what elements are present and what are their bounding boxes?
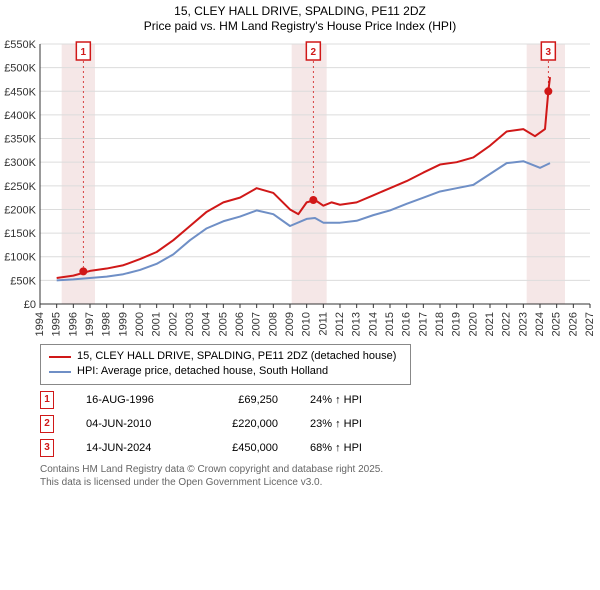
svg-text:£100K: £100K: [4, 252, 36, 264]
svg-text:£200K: £200K: [4, 204, 36, 216]
svg-text:2002: 2002: [167, 312, 179, 336]
license-line-1: Contains HM Land Registry data © Crown c…: [40, 463, 560, 476]
chart-svg: £0 £50K £100K £150K £200K £250K £300K £350K £400…: [0, 36, 600, 338]
svg-text:1995: 1995: [51, 312, 63, 336]
svg-text:1998: 1998: [101, 312, 113, 336]
svg-text:2023: 2023: [517, 312, 529, 336]
chart-title: 15, CLEY HALL DRIVE, SPALDING, PE11 2DZ …: [0, 0, 600, 34]
svg-text:2001: 2001: [151, 312, 163, 336]
transaction-hpi: 68% ↑ HPI: [310, 442, 390, 454]
svg-text:2004: 2004: [201, 312, 213, 336]
svg-text:2015: 2015: [384, 312, 396, 336]
transaction-list: 1 16-AUG-1996 £69,250 24% ↑ HPI 2 04-JUN-2010…: [40, 391, 600, 457]
svg-text:2016: 2016: [401, 312, 413, 336]
svg-text:2: 2: [311, 47, 317, 58]
transaction-hpi: 24% ↑ HPI: [310, 394, 390, 406]
svg-text:2011: 2011: [317, 312, 329, 336]
svg-text:£50K: £50K: [10, 275, 36, 287]
svg-text:£300K: £300K: [4, 157, 36, 169]
svg-text:1994: 1994: [34, 312, 46, 336]
transaction-price: £220,000: [208, 418, 278, 430]
transaction-date: 16-AUG-1996: [86, 394, 176, 406]
svg-text:2006: 2006: [234, 312, 246, 336]
svg-text:2009: 2009: [284, 312, 296, 336]
transaction-price: £69,250: [208, 394, 278, 406]
license-note: Contains HM Land Registry data © Crown c…: [40, 463, 560, 489]
svg-text:2024: 2024: [534, 312, 546, 336]
svg-text:2014: 2014: [367, 312, 379, 336]
svg-text:1999: 1999: [117, 312, 129, 336]
svg-text:£150K: £150K: [4, 228, 36, 240]
transaction-marker: 3: [40, 439, 54, 457]
transaction-row: 2 04-JUN-2010 £220,000 23% ↑ HPI: [40, 415, 600, 433]
svg-text:1996: 1996: [67, 312, 79, 336]
legend-item: 15, CLEY HALL DRIVE, SPALDING, PE11 2DZ …: [49, 349, 396, 364]
transaction-row: 1 16-AUG-1996 £69,250 24% ↑ HPI: [40, 391, 600, 409]
svg-text:£0: £0: [24, 299, 36, 311]
title-line-1: 15, CLEY HALL DRIVE, SPALDING, PE11 2DZ: [0, 4, 600, 19]
transaction-date: 04-JUN-2010: [86, 418, 176, 430]
svg-text:£350K: £350K: [4, 134, 36, 146]
svg-text:2027: 2027: [584, 312, 596, 336]
transaction-marker: 1: [40, 391, 54, 409]
svg-text:2017: 2017: [417, 312, 429, 336]
price-chart: £0 £50K £100K £150K £200K £250K £300K £350K £400…: [0, 36, 600, 338]
transaction-row: 3 14-JUN-2024 £450,000 68% ↑ HPI: [40, 439, 600, 457]
transaction-marker: 2: [40, 415, 54, 433]
svg-text:2005: 2005: [217, 312, 229, 336]
legend-item: HPI: Average price, detached house, Sout…: [49, 364, 396, 379]
svg-text:2018: 2018: [434, 312, 446, 336]
svg-text:£550K: £550K: [4, 39, 36, 51]
transaction-price: £450,000: [208, 442, 278, 454]
svg-text:2022: 2022: [501, 312, 513, 336]
svg-text:1: 1: [81, 47, 87, 58]
svg-text:2000: 2000: [134, 312, 146, 336]
svg-text:1997: 1997: [84, 312, 96, 336]
svg-text:2012: 2012: [334, 312, 346, 336]
title-line-2: Price paid vs. HM Land Registry's House …: [0, 19, 600, 34]
svg-text:2008: 2008: [267, 312, 279, 336]
svg-text:2021: 2021: [484, 312, 496, 336]
svg-text:3: 3: [546, 47, 552, 58]
svg-text:£450K: £450K: [4, 86, 36, 98]
svg-text:2026: 2026: [567, 312, 579, 336]
svg-text:2025: 2025: [551, 312, 563, 336]
svg-text:£400K: £400K: [4, 110, 36, 122]
svg-text:2003: 2003: [184, 312, 196, 336]
svg-text:£250K: £250K: [4, 181, 36, 193]
transaction-hpi: 23% ↑ HPI: [310, 418, 390, 430]
svg-text:2013: 2013: [351, 312, 363, 336]
transaction-date: 14-JUN-2024: [86, 442, 176, 454]
svg-text:2007: 2007: [251, 312, 263, 336]
license-line-2: This data is licensed under the Open Gov…: [40, 476, 560, 489]
legend-swatch: [49, 371, 71, 373]
svg-text:£500K: £500K: [4, 63, 36, 75]
legend-label: HPI: Average price, detached house, Sout…: [77, 364, 328, 379]
legend-swatch: [49, 356, 71, 358]
svg-text:2020: 2020: [467, 312, 479, 336]
legend-label: 15, CLEY HALL DRIVE, SPALDING, PE11 2DZ …: [77, 349, 396, 364]
legend: 15, CLEY HALL DRIVE, SPALDING, PE11 2DZ …: [40, 344, 411, 385]
svg-text:2019: 2019: [451, 312, 463, 336]
svg-text:2010: 2010: [301, 312, 313, 336]
